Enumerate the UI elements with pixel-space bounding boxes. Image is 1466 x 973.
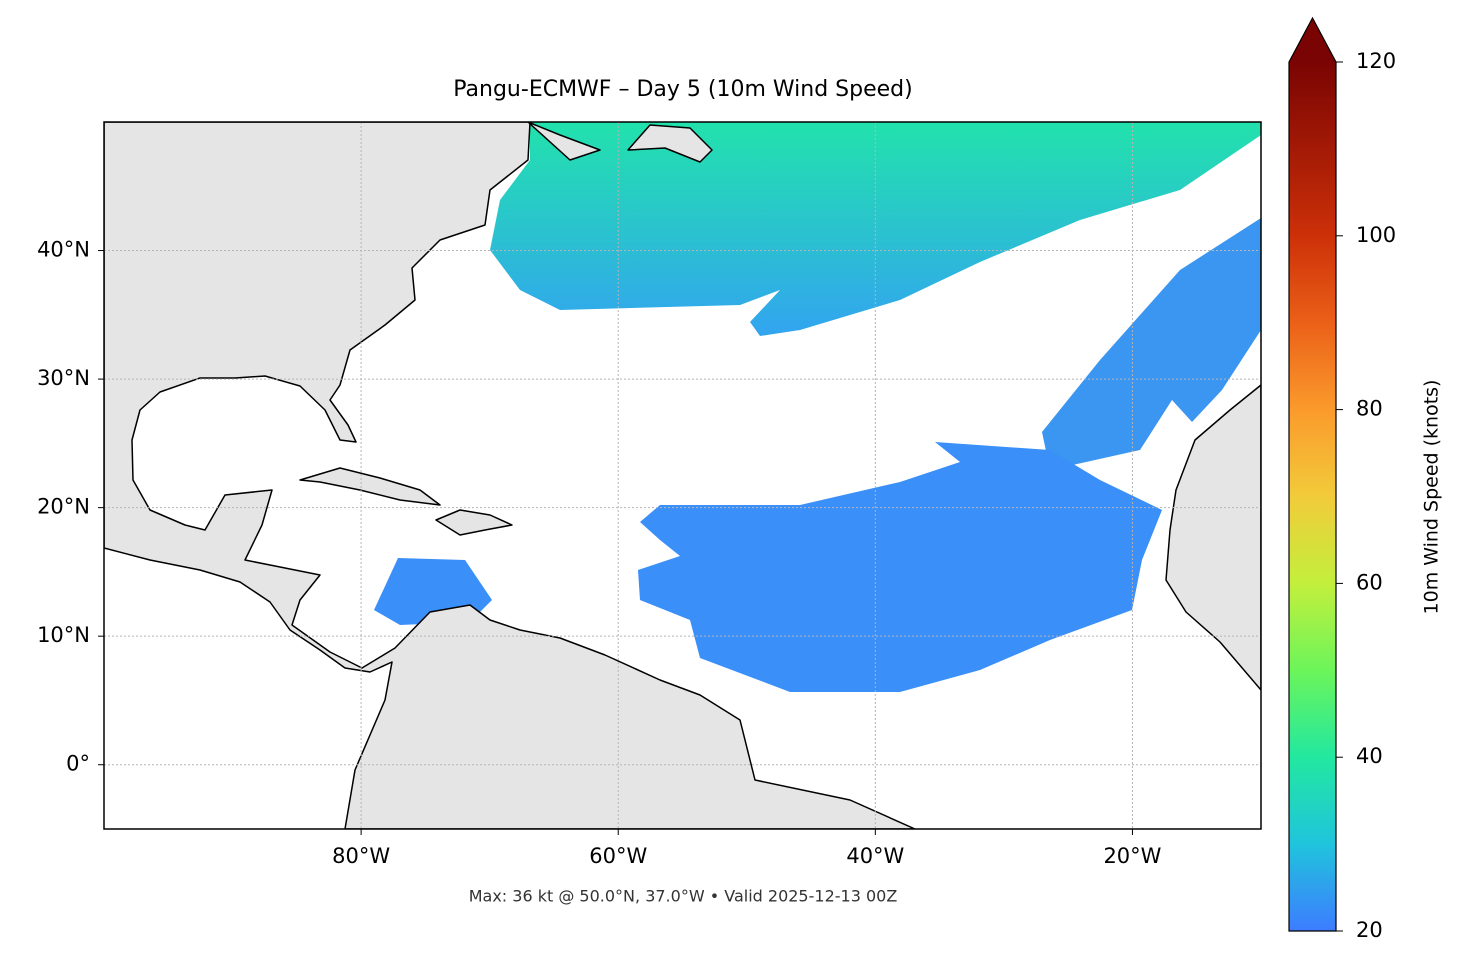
land xyxy=(1165,384,1261,691)
wind-field xyxy=(638,442,1162,692)
x-tick-label: 80°W xyxy=(332,844,390,868)
island xyxy=(627,124,713,163)
x-tick-label: 40°W xyxy=(846,844,904,868)
y-tick-label: 40°N xyxy=(37,238,90,262)
colorbar-tick-label: 100 xyxy=(1356,223,1396,247)
colorbar-tick-label: 120 xyxy=(1356,49,1396,73)
colorbar-tick-label: 80 xyxy=(1356,397,1383,421)
y-tick-label: 30°N xyxy=(37,366,90,390)
island xyxy=(435,509,513,536)
island xyxy=(299,467,441,506)
y-tick-label: 20°N xyxy=(37,495,90,519)
colorbar-tick-label: 20 xyxy=(1356,918,1383,942)
y-tick-label: 10°N xyxy=(37,623,90,647)
wind-field xyxy=(490,122,1261,336)
chart-title: Pangu-ECMWF – Day 5 (10m Wind Speed) xyxy=(453,77,912,102)
map-frame xyxy=(103,121,1262,830)
footer-note: Max: 36 kt @ 50.0°N, 37.0°W • Valid 2025… xyxy=(469,887,898,906)
wind-field xyxy=(1042,218,1261,470)
colorbar-tick-label: 40 xyxy=(1356,744,1383,768)
y-tick-label: 0° xyxy=(66,752,90,776)
colorbar xyxy=(1289,62,1336,931)
map xyxy=(104,122,1261,829)
x-tick-label: 20°W xyxy=(1103,844,1161,868)
island xyxy=(527,122,601,161)
land xyxy=(104,122,916,829)
colorbar-label: 10m Wind Speed (knots) xyxy=(1421,380,1443,615)
colorbar-extend xyxy=(1289,18,1336,62)
x-tick-label: 60°W xyxy=(589,844,647,868)
colorbar-frame xyxy=(1288,16,1337,932)
colorbar-tick-label: 60 xyxy=(1356,570,1383,594)
